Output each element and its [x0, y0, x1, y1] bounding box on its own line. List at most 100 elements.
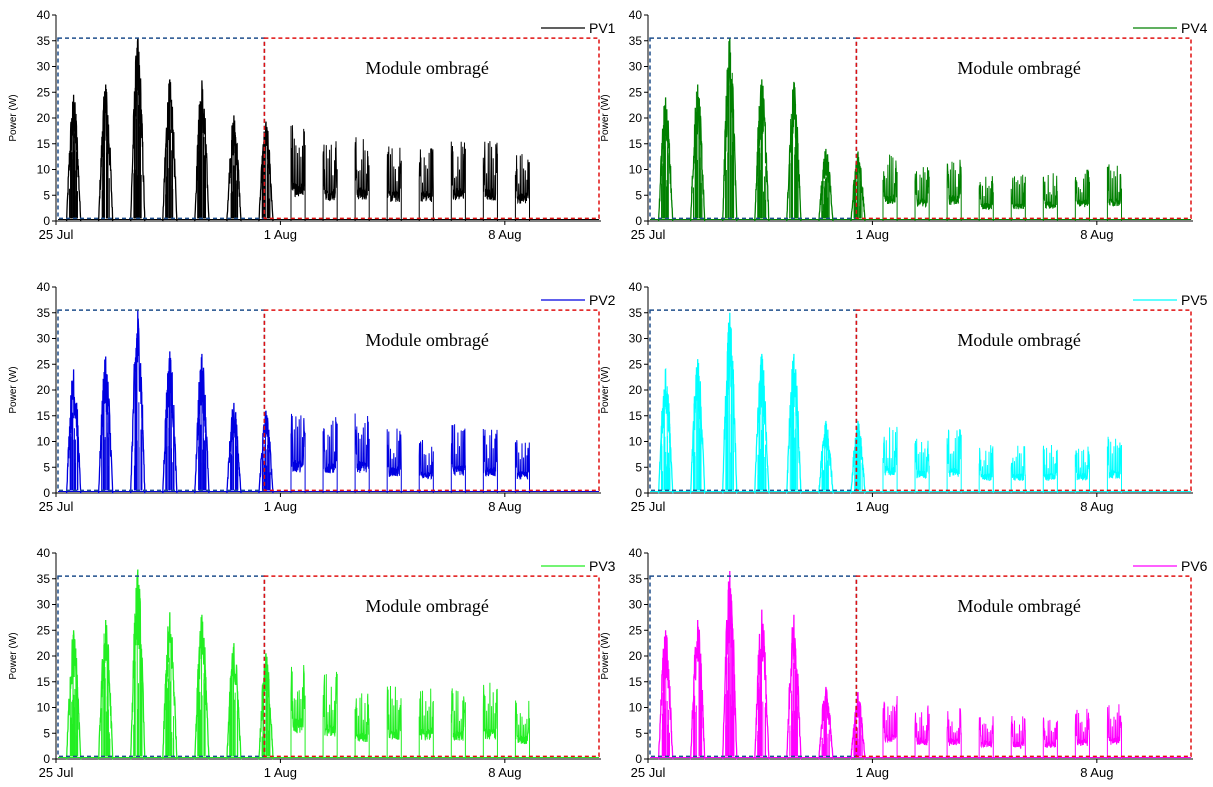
day-trace-14	[1074, 446, 1091, 494]
day-trace-15	[514, 440, 531, 494]
y-tick-label: 40	[629, 8, 643, 22]
day-trace-4	[754, 79, 770, 222]
y-tick-label: 15	[629, 137, 643, 151]
y-tick-label: 20	[629, 111, 643, 125]
legend-label: PV3	[589, 558, 616, 574]
legend-label: PV5	[1181, 292, 1208, 308]
day-trace-7	[850, 151, 866, 222]
day-trace-7	[258, 121, 274, 222]
x-tick-label: 25 Jul	[39, 765, 74, 780]
x-tick-label: 8 Aug	[488, 499, 521, 514]
shaded-period-box	[855, 37, 1192, 220]
day-trace-4	[162, 79, 178, 222]
y-tick-label: 0	[43, 486, 50, 500]
day-trace-3	[130, 569, 146, 760]
y-tick-label: 5	[43, 460, 50, 474]
y-tick-label: 35	[629, 34, 643, 48]
day-trace-11	[978, 176, 994, 222]
y-tick-label: 30	[629, 60, 643, 74]
y-tick-label: 20	[629, 383, 643, 397]
y-axis-label: Power (W)	[8, 632, 19, 679]
y-tick-label: 10	[629, 163, 643, 177]
y-axis-label: Power (W)	[8, 366, 19, 413]
x-tick-label: 8 Aug	[1080, 765, 1113, 780]
y-tick-label: 0	[635, 752, 642, 766]
x-tick-label: 25 Jul	[631, 499, 666, 514]
day-trace-8	[882, 154, 898, 222]
chart-panel-pv5: 0 5 10 15 20 25 30 35 40 Power (W) 25 Jul 1 Aug 8 Au…	[600, 280, 1208, 514]
chart-panel-pv6: 0 5 10 15 20 25 30 35 40 Power (W) 25 Jul 1 Aug 8 Au…	[600, 546, 1208, 780]
y-tick-label: 5	[43, 726, 50, 740]
day-trace-12	[418, 688, 434, 760]
y-tick-label: 20	[629, 649, 643, 663]
y-tick-label: 10	[37, 163, 51, 177]
day-trace-5	[194, 614, 210, 760]
day-trace-6	[226, 115, 242, 222]
day-trace-4	[162, 612, 178, 760]
y-tick-label: 40	[37, 546, 51, 560]
day-trace-2	[689, 84, 706, 222]
day-trace-12	[1010, 715, 1026, 760]
day-trace-15	[1106, 164, 1123, 222]
day-trace-15	[514, 700, 531, 760]
y-tick-label: 35	[37, 572, 51, 586]
shaded-period-box	[263, 575, 600, 758]
y-tick-label: 20	[37, 111, 51, 125]
y-tick-label: 25	[629, 357, 643, 371]
day-trace-6	[226, 643, 242, 760]
y-tick-label: 5	[635, 460, 642, 474]
shaded-module-annotation: Module ombragé	[957, 58, 1080, 78]
day-trace-5	[786, 81, 802, 222]
day-trace-13	[1042, 173, 1058, 222]
y-tick-label: 35	[37, 306, 51, 320]
chart-panel-pv2: 0 5 10 15 20 25 30 35 40 Power (W) 25 Jul 1 Aug 8 Au…	[8, 280, 616, 514]
shaded-module-annotation: Module ombragé	[365, 58, 488, 78]
day-trace-6	[226, 402, 242, 494]
y-tick-label: 0	[43, 752, 50, 766]
day-trace-6	[818, 686, 834, 760]
day-trace-14	[1074, 708, 1091, 760]
day-trace-8	[290, 125, 306, 222]
day-trace-10	[946, 708, 962, 760]
y-tick-label: 40	[37, 280, 51, 294]
day-trace-13	[450, 424, 466, 494]
day-trace-10	[946, 159, 962, 222]
day-trace-3	[130, 310, 146, 494]
day-trace-5	[786, 353, 802, 494]
x-tick-label: 1 Aug	[264, 227, 297, 242]
y-tick-label: 35	[629, 572, 643, 586]
day-trace-15	[1106, 704, 1123, 760]
y-tick-label: 30	[37, 332, 51, 346]
day-trace-1	[657, 630, 674, 760]
shaded-period-box	[263, 37, 600, 220]
shaded-module-annotation: Module ombragé	[365, 596, 488, 616]
day-trace-7	[850, 420, 866, 494]
y-tick-label: 10	[37, 701, 51, 715]
day-trace-12	[1010, 445, 1026, 494]
day-trace-8	[882, 695, 898, 760]
day-trace-11	[386, 146, 402, 222]
y-axis-label: Power (W)	[600, 366, 611, 413]
y-tick-label: 25	[37, 357, 51, 371]
day-trace-10	[354, 137, 370, 222]
day-trace-2	[97, 356, 114, 494]
day-trace-12	[418, 439, 434, 494]
x-tick-label: 1 Aug	[264, 765, 297, 780]
day-trace-14	[1074, 169, 1090, 222]
legend-label: PV2	[589, 292, 616, 308]
x-tick-label: 25 Jul	[39, 227, 74, 242]
y-tick-label: 30	[37, 60, 51, 74]
y-axis-label: Power (W)	[600, 94, 611, 141]
y-tick-label: 0	[635, 214, 642, 228]
shaded-module-annotation: Module ombragé	[957, 596, 1080, 616]
day-trace-3	[722, 312, 738, 494]
day-trace-11	[978, 716, 994, 760]
y-tick-label: 35	[37, 34, 51, 48]
y-tick-label: 15	[37, 137, 51, 151]
y-tick-label: 15	[37, 675, 51, 689]
day-trace-1	[65, 369, 82, 494]
y-tick-label: 20	[37, 649, 51, 663]
y-tick-label: 30	[629, 332, 643, 346]
day-trace-15	[1106, 436, 1123, 494]
y-tick-label: 40	[629, 546, 643, 560]
